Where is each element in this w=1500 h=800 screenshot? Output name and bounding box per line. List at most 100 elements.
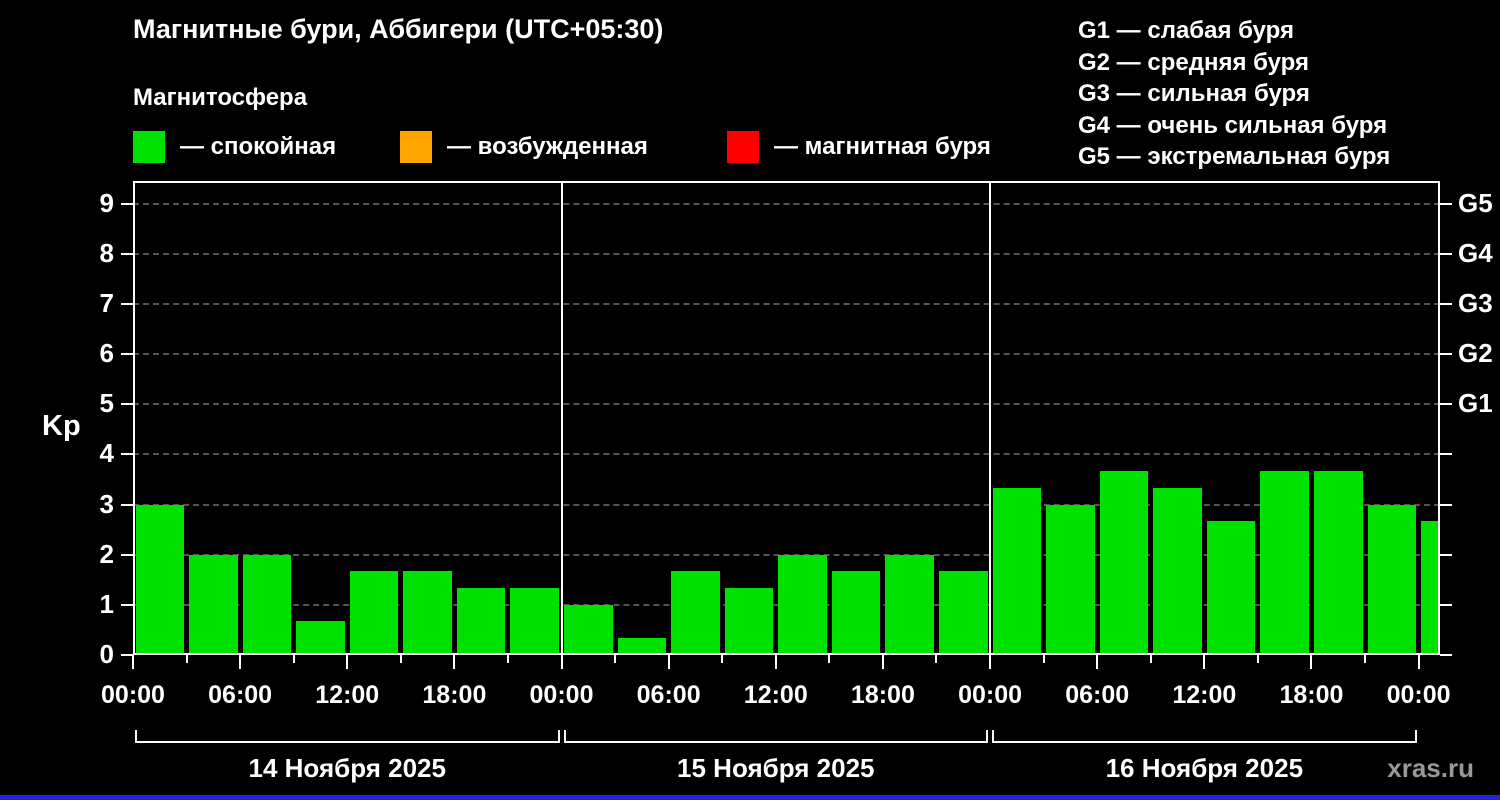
x-tick-minor: [1256, 655, 1259, 663]
y-tick-label: 5: [99, 388, 114, 419]
storm-scale-item: G1 — слабая буря: [1078, 17, 1295, 44]
day-date-label: 14 Ноября 2025: [248, 753, 446, 783]
storm-scale-legend: G1 — слабая буря G2 — средняя буря G3 — си…: [1078, 15, 1390, 173]
x-tick-major: [1417, 655, 1420, 669]
y-tick-label: 8: [99, 237, 114, 268]
x-tick-minor: [399, 655, 402, 663]
y-tick-right: [1440, 353, 1452, 356]
x-tick-major: [1096, 655, 1099, 669]
y-tick-label: 0: [99, 639, 114, 669]
gridline-kp-8: [133, 252, 1440, 255]
y-tick-right: [1440, 503, 1452, 506]
kp-bar: [617, 638, 667, 655]
gridline-kp-9: [133, 202, 1440, 205]
y-tick-left: [121, 503, 133, 506]
y-tick-left: [121, 252, 133, 255]
day-bracket-cap: [557, 730, 560, 743]
legend-label-quiet: — спокойная: [180, 133, 337, 160]
legend-item-quiet: — спокойная: [133, 130, 336, 164]
day-bracket-cap: [986, 730, 989, 743]
legend-swatch-storm: [727, 131, 759, 163]
y-tick-right: [1440, 553, 1452, 556]
kp-bar: [296, 621, 345, 655]
kp-bar: [1260, 470, 1309, 655]
storm-scale-item: G2 — средняя буря: [1078, 48, 1309, 76]
day-separator: [989, 181, 992, 655]
gridline-kp-7: [133, 302, 1440, 305]
x-tick-major: [453, 655, 456, 669]
kp-bar: [1313, 470, 1363, 655]
kp-bar: [564, 604, 613, 655]
x-tick-minor: [292, 655, 295, 663]
legend-item-unsettled: — возбужденная: [400, 130, 648, 164]
x-tick-label: 00:00: [1386, 681, 1451, 709]
x-tick-label: 00:00: [958, 681, 1023, 709]
legend-swatch-unsettled: [400, 131, 432, 163]
x-tick-label: 06:00: [636, 681, 701, 709]
y-tick-label: 7: [99, 287, 114, 318]
x-tick-minor: [1149, 655, 1152, 663]
x-tick-minor: [935, 655, 938, 663]
storm-scale-item: G5 — экстремальная буря: [1078, 143, 1391, 170]
x-tick-label: 06:00: [1065, 681, 1130, 709]
legend-swatch-quiet: [133, 131, 165, 163]
y-tick-label: 4: [99, 438, 114, 469]
y-tick-left: [121, 353, 133, 356]
x-tick-major: [346, 655, 349, 669]
x-tick-major: [239, 655, 242, 669]
x-tick-minor: [185, 655, 188, 663]
x-tick-minor: [614, 655, 617, 663]
day-bracket-cap: [135, 730, 137, 743]
kp-bar: [135, 504, 185, 655]
kp-bar: [189, 554, 238, 655]
kp-bar: [349, 571, 399, 655]
day-date-label: 15 Ноября 2025: [677, 753, 875, 783]
y-tick-left: [121, 603, 133, 606]
kp-bar: [992, 487, 1042, 655]
day-bracket: [135, 741, 560, 743]
day-separator: [560, 181, 563, 655]
kp-bar: [1153, 487, 1202, 655]
g-scale-label: G4: [1458, 237, 1493, 268]
x-tick-major: [132, 655, 134, 669]
kp-bar: [456, 588, 506, 655]
x-tick-major: [1203, 655, 1206, 669]
y-tick-right: [1440, 403, 1452, 406]
gridline-kp-6: [133, 353, 1440, 356]
y-tick-left: [121, 553, 133, 556]
x-tick-major: [560, 655, 563, 669]
x-tick-major: [989, 655, 992, 669]
gridline-kp-5: [133, 403, 1440, 406]
y-tick-label: 1: [99, 588, 114, 619]
x-tick-minor: [721, 655, 724, 663]
y-tick-left: [121, 453, 133, 456]
gridline-kp-3: [133, 503, 1440, 506]
legend-label-unsettled: — возбужденная: [447, 133, 648, 160]
x-tick-label: 18:00: [422, 681, 487, 709]
kp-bar: [1099, 470, 1149, 655]
day-date-label: 16 Ноября 2025: [1105, 753, 1304, 783]
kp-bar: [938, 571, 988, 655]
y-tick-left: [121, 403, 133, 406]
x-tick-major: [667, 655, 670, 669]
kp-bar: [242, 554, 292, 655]
gridline-kp-2: [133, 553, 1440, 556]
kp-bar: [671, 571, 720, 655]
y-axis-title: Kp: [42, 410, 81, 442]
legend-item-storm: — магнитная буря: [727, 130, 991, 164]
plot-area: [133, 181, 1440, 655]
x-tick-minor: [828, 655, 831, 663]
y-tick-right: [1440, 453, 1452, 456]
x-tick-minor: [1364, 655, 1366, 663]
day-bracket: [563, 741, 989, 743]
g-scale-label: G1: [1458, 388, 1493, 419]
day-bracket: [992, 741, 1417, 743]
g-scale-label: G2: [1458, 338, 1493, 369]
kp-bar: [510, 588, 560, 655]
watermark: xras.ru: [1387, 753, 1474, 783]
legend-label-storm: — магнитная буря: [774, 133, 991, 160]
kp-bar: [1206, 521, 1256, 655]
kp-bar: [403, 571, 452, 655]
kp-bar: [885, 554, 934, 655]
